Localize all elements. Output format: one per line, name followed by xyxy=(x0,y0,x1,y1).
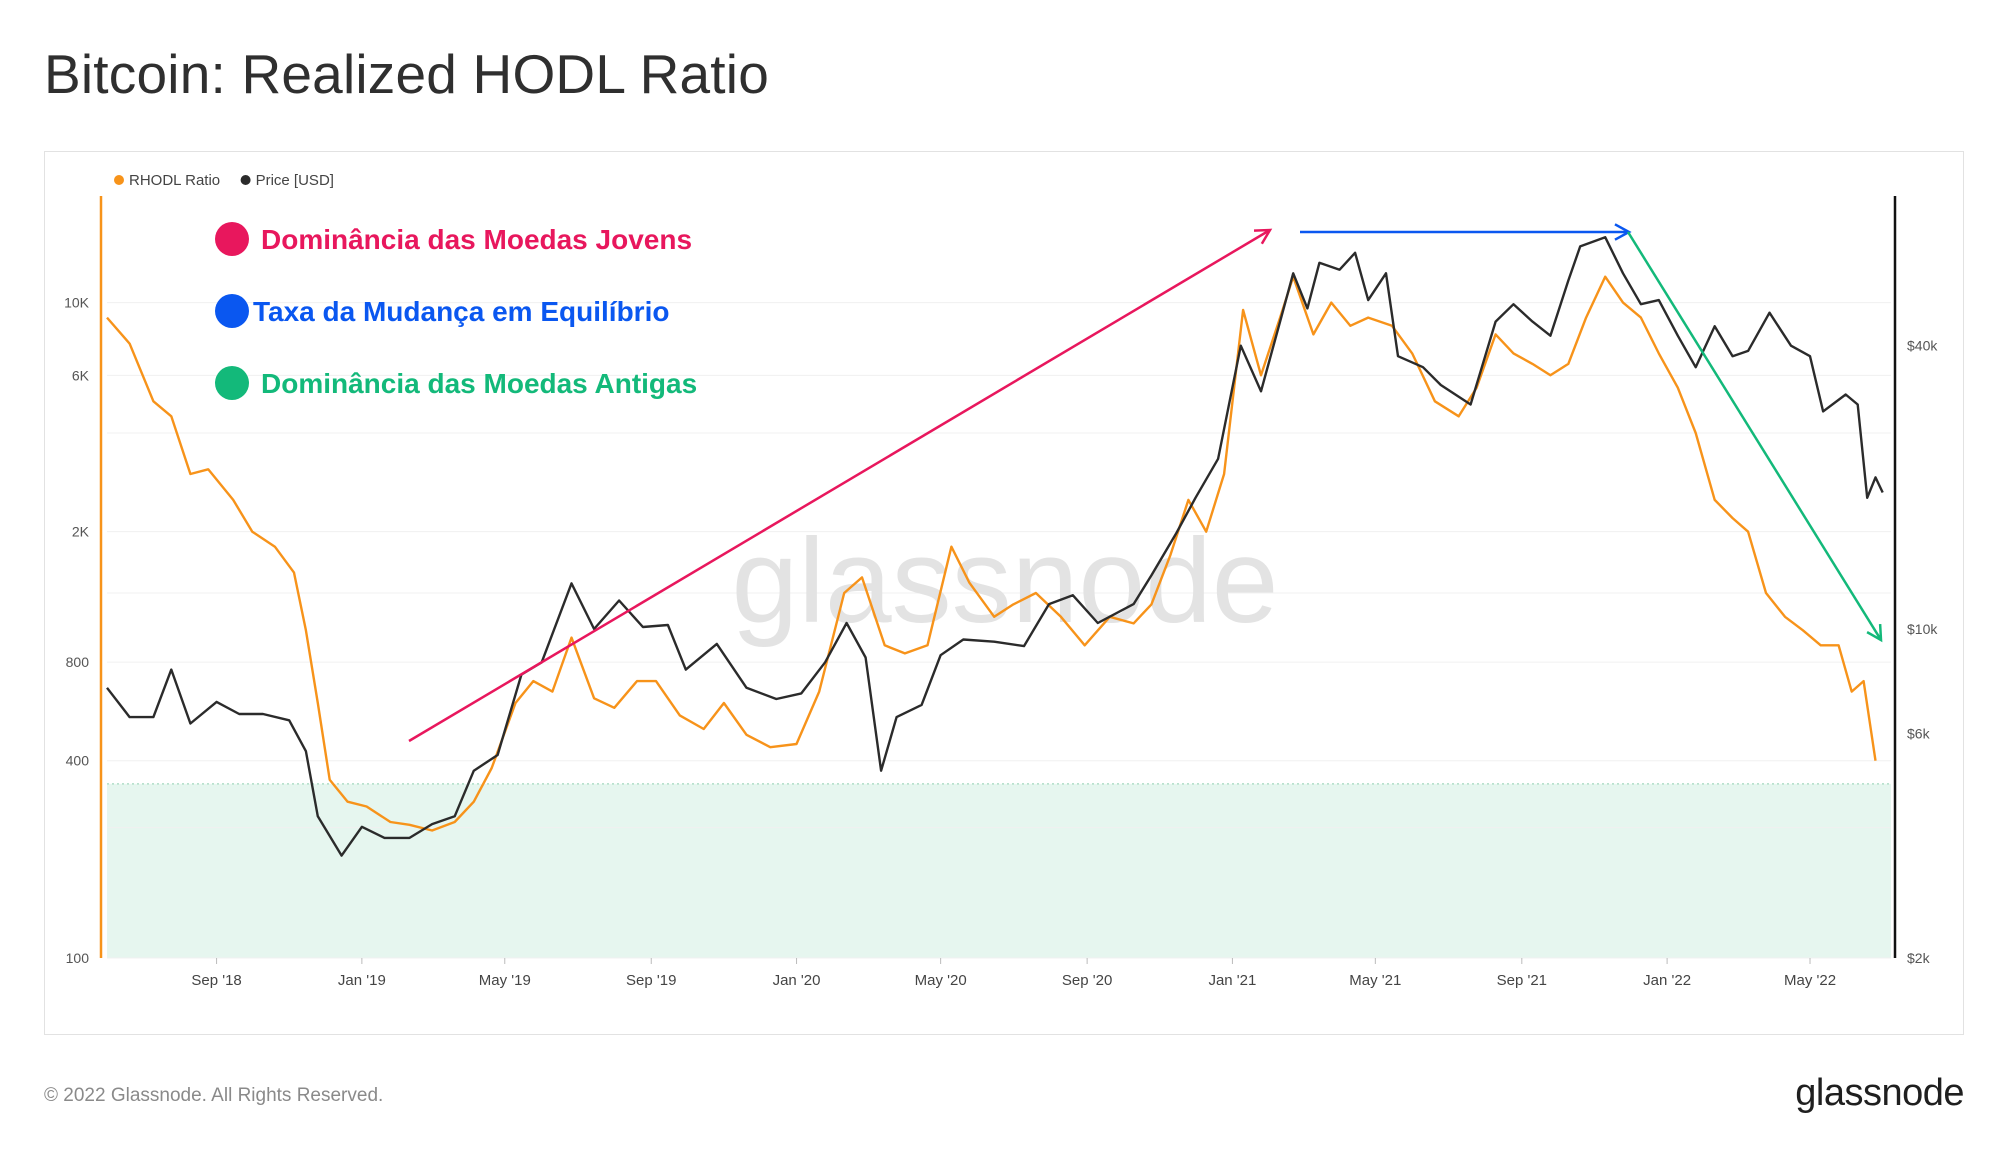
low-rhodl-zone xyxy=(107,783,1891,958)
old-dominance-arrow-head xyxy=(1866,623,1883,643)
y-right-tick-label: $10k xyxy=(1907,621,1938,637)
legend-label: RHODL Ratio xyxy=(129,172,220,189)
annotation-label: Dominância das Moedas Jovens xyxy=(261,224,692,255)
y-left-tick-label: 6K xyxy=(72,367,90,383)
annotation-dot xyxy=(215,294,249,328)
annotation-label: Dominância das Moedas Antigas xyxy=(261,368,697,399)
copyright-text: © 2022 Glassnode. All Rights Reserved. xyxy=(44,1085,384,1106)
x-tick-label: Jan '20 xyxy=(773,972,821,989)
chart-card: 10K 6K 2K 800 400 100 $40k $10k $6k $2k Sep '18 Jan… xyxy=(44,151,1964,1035)
x-tick-label: Jan '21 xyxy=(1208,972,1256,989)
annotation-label: Taxa da Mudança em Equilíbrio xyxy=(253,296,669,327)
price-line xyxy=(106,235,1884,857)
x-tick-label: Sep '20 xyxy=(1062,972,1112,989)
y-right-tick-label: $40k xyxy=(1907,338,1938,354)
x-tick-label: Jan '22 xyxy=(1643,972,1691,989)
x-tick-label: Jan '19 xyxy=(338,972,386,989)
y-left-tick-label: 400 xyxy=(66,753,90,769)
annotation-dot xyxy=(215,366,249,400)
x-tick-label: May '20 xyxy=(915,972,967,989)
rhodl-ratio-line xyxy=(106,275,1877,832)
x-tick-label: May '19 xyxy=(479,972,531,989)
glassnode-logo: glassnode xyxy=(1795,1072,1964,1114)
legend-marker xyxy=(240,175,251,185)
y-left-tick-label: 10K xyxy=(64,295,90,311)
y-left-tick-label: 800 xyxy=(66,654,90,670)
annotation-dot xyxy=(215,222,249,256)
watermark-text: glassnode xyxy=(731,514,1278,648)
y-left-tick-label: 2K xyxy=(72,524,90,540)
young-dominance-arrow xyxy=(408,228,1271,743)
x-tick-label: May '21 xyxy=(1349,972,1401,989)
old-dominance-arrow xyxy=(1626,231,1883,641)
rhodl-chart: 10K 6K 2K 800 400 100 $40k $10k $6k $2k Sep '18 Jan… xyxy=(64,172,1938,989)
y-right-tick-label: $6k xyxy=(1907,725,1931,741)
x-tick-label: Sep '21 xyxy=(1497,972,1547,989)
legend-label: Price [USD] xyxy=(256,172,334,189)
x-tick-label: Sep '18 xyxy=(191,972,241,989)
x-tick-label: May '22 xyxy=(1784,972,1836,989)
y-left-tick-label: 100 xyxy=(66,950,90,966)
x-tick-label: Sep '19 xyxy=(626,972,676,989)
y-right-tick-label: $2k xyxy=(1907,950,1931,966)
legend-marker xyxy=(114,175,124,185)
page-title: Bitcoin: Realized HODL Ratio xyxy=(44,43,769,105)
young-dominance-arrow-head xyxy=(1253,228,1273,245)
